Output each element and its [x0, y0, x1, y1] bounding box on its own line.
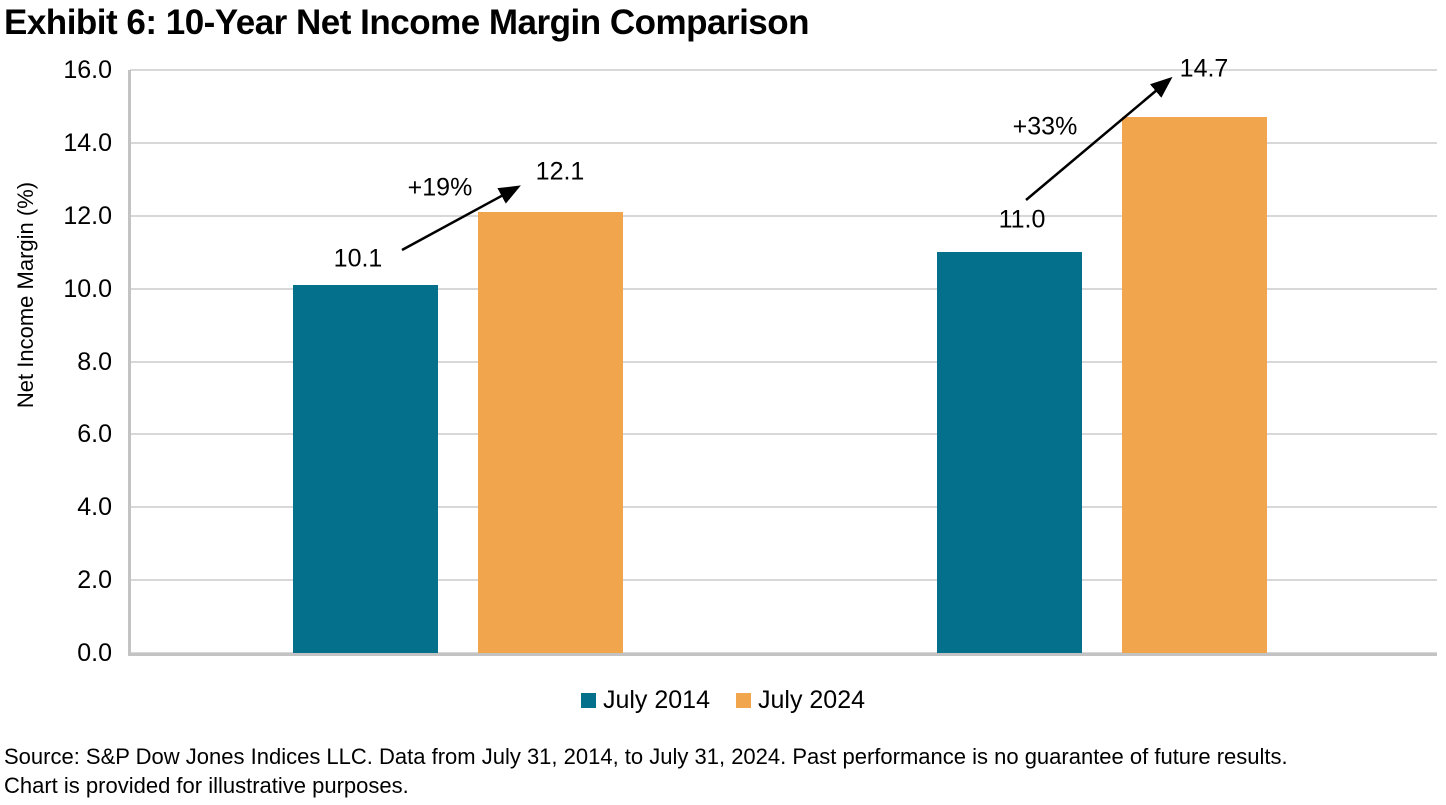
source-line-1: Source: S&P Dow Jones Indices LLC. Data …: [4, 744, 1288, 769]
y-tick-label: 6.0: [77, 420, 112, 449]
bar-july-2024-group-1: [477, 212, 623, 653]
gridline: [130, 69, 1437, 71]
bar-value-label: 11.0: [998, 205, 1046, 234]
y-tick-label: 16.0: [63, 56, 112, 84]
bar-value-label: 12.1: [535, 157, 585, 186]
bar-value-label: 14.7: [1179, 54, 1229, 83]
gridline: [130, 360, 1437, 363]
gridline: [130, 433, 1437, 436]
bar-july-2024-group-2: [1122, 117, 1267, 653]
source-line-2: Chart is provided for illustrative purpo…: [4, 772, 409, 798]
legend-label: July 2014: [602, 686, 710, 714]
legend-swatch-icon: [580, 692, 596, 708]
bar-value-label: 10.1: [333, 244, 383, 273]
x-axis-line: [128, 653, 1437, 656]
bar-july-2014-group-1: [292, 284, 438, 653]
bar-july-2014-group-2: [937, 252, 1082, 653]
legend-item-july-2014: July 2014: [580, 686, 710, 714]
source-note: Source: S&P Dow Jones Indices LLC. Data …: [4, 743, 1288, 800]
y-tick-label: 14.0: [63, 128, 112, 157]
legend-label: July 2024: [758, 686, 866, 714]
gridline: [130, 141, 1437, 144]
gridline: [130, 214, 1437, 217]
gridline: [130, 287, 1437, 290]
chart-title: Exhibit 6: 10-Year Net Income Margin Com…: [4, 3, 810, 42]
y-axis-line: [128, 70, 131, 656]
legend-item-july-2024: July 2024: [736, 686, 865, 714]
legend-swatch-icon: [736, 692, 751, 708]
y-tick-label: 0.0: [77, 639, 112, 667]
y-tick-label: 2.0: [77, 566, 112, 595]
y-tick-label: 4.0: [77, 493, 112, 522]
growth-percent-label: +19%: [407, 173, 473, 202]
y-tick-label: 12.0: [63, 201, 112, 230]
gridline: [130, 506, 1437, 509]
y-tick-label: 8.0: [77, 347, 112, 376]
gridline: [130, 579, 1437, 582]
growth-percent-label: +33%: [1012, 112, 1078, 141]
y-tick-label: 10.0: [63, 274, 112, 303]
legend: July 2014 July 2024: [0, 686, 1446, 714]
